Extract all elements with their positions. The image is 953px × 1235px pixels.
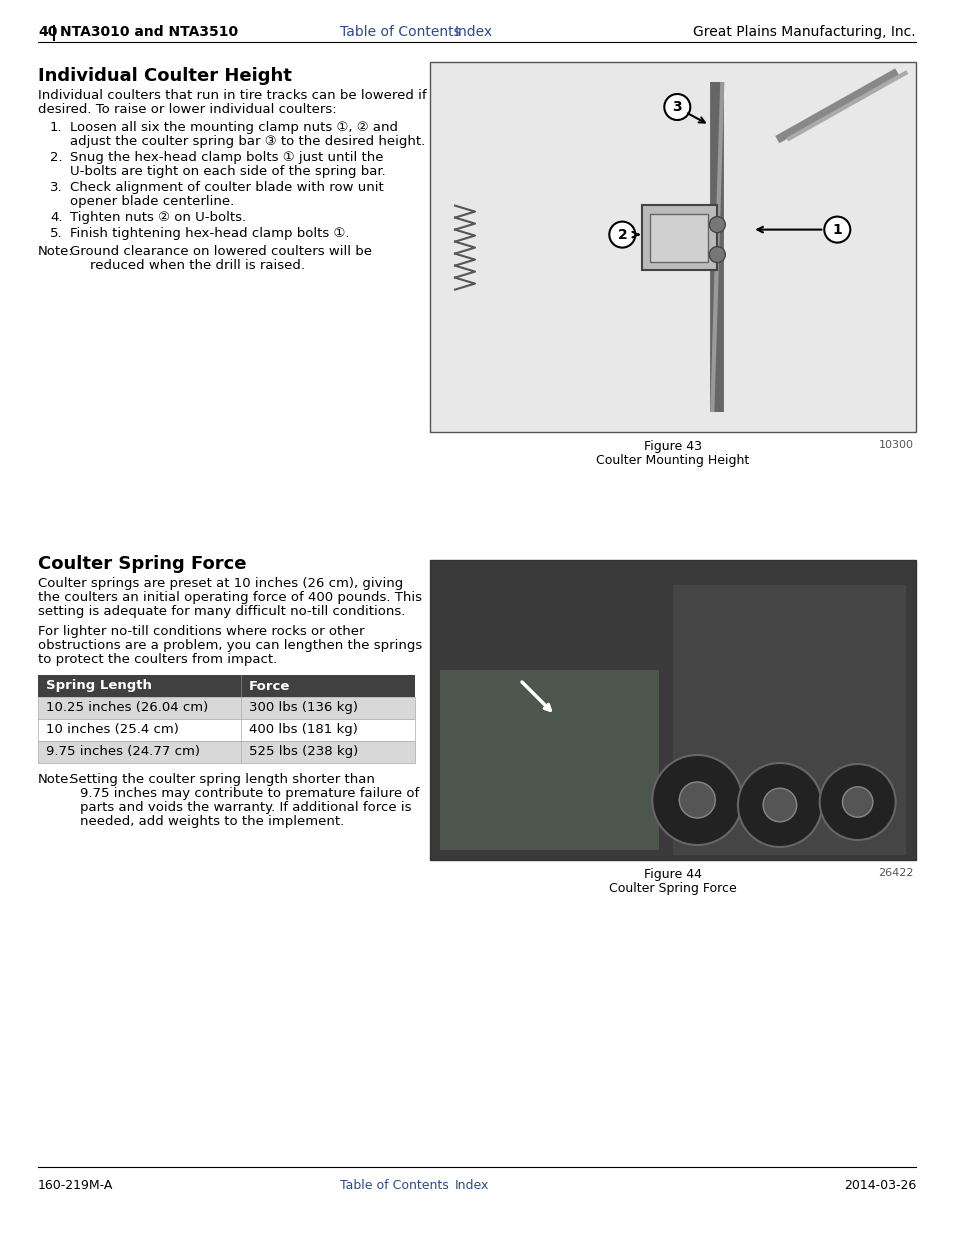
Text: reduced when the drill is raised.: reduced when the drill is raised. bbox=[90, 259, 305, 272]
Text: 10.25 inches (26.04 cm): 10.25 inches (26.04 cm) bbox=[46, 701, 208, 715]
Bar bbox=[650, 214, 707, 262]
Text: Table of Contents: Table of Contents bbox=[339, 1179, 448, 1192]
Text: 10300: 10300 bbox=[878, 440, 913, 450]
Text: adjust the coulter spring bar ③ to the desired height.: adjust the coulter spring bar ③ to the d… bbox=[70, 135, 425, 148]
Bar bbox=[38, 741, 415, 763]
Bar bbox=[38, 676, 415, 697]
Text: Individual coulters that run in tire tracks can be lowered if: Individual coulters that run in tire tra… bbox=[38, 89, 426, 103]
Text: Great Plains Manufacturing, Inc.: Great Plains Manufacturing, Inc. bbox=[693, 25, 915, 40]
Text: Coulter Mounting Height: Coulter Mounting Height bbox=[596, 454, 749, 467]
Bar bbox=[38, 697, 415, 719]
Text: obstructions are a problem, you can lengthen the springs: obstructions are a problem, you can leng… bbox=[38, 638, 422, 652]
Text: 2014-03-26: 2014-03-26 bbox=[842, 1179, 915, 1192]
Text: 4.: 4. bbox=[50, 211, 63, 224]
Text: 5.: 5. bbox=[50, 227, 63, 240]
Circle shape bbox=[652, 755, 741, 845]
Text: Setting the coulter spring length shorter than: Setting the coulter spring length shorte… bbox=[70, 773, 375, 785]
Text: Loosen all six the mounting clamp nuts ①, ② and: Loosen all six the mounting clamp nuts ①… bbox=[70, 121, 397, 135]
Text: Tighten nuts ② on U-bolts.: Tighten nuts ② on U-bolts. bbox=[70, 211, 246, 224]
Text: 2: 2 bbox=[617, 227, 626, 242]
Circle shape bbox=[819, 764, 895, 840]
Text: Coulter Spring Force: Coulter Spring Force bbox=[38, 555, 246, 573]
Bar bbox=[439, 671, 658, 850]
Text: 2.: 2. bbox=[50, 151, 63, 164]
Text: Individual Coulter Height: Individual Coulter Height bbox=[38, 67, 292, 85]
Bar bbox=[430, 559, 915, 860]
Bar bbox=[38, 719, 415, 741]
Text: to protect the coulters from impact.: to protect the coulters from impact. bbox=[38, 653, 277, 666]
Text: 300 lbs (136 kg): 300 lbs (136 kg) bbox=[249, 701, 357, 715]
Text: 525 lbs (238 kg): 525 lbs (238 kg) bbox=[249, 746, 358, 758]
Text: setting is adequate for many difficult no-till conditions.: setting is adequate for many difficult n… bbox=[38, 605, 405, 618]
Text: 9.75 inches may contribute to premature failure of: 9.75 inches may contribute to premature … bbox=[80, 787, 418, 800]
Text: Snug the hex-head clamp bolts ① just until the: Snug the hex-head clamp bolts ① just unt… bbox=[70, 151, 383, 164]
Text: Ground clearance on lowered coulters will be: Ground clearance on lowered coulters wil… bbox=[70, 245, 372, 258]
Text: 400 lbs (181 kg): 400 lbs (181 kg) bbox=[249, 724, 357, 736]
Text: the coulters an initial operating force of 400 pounds. This: the coulters an initial operating force … bbox=[38, 592, 421, 604]
Text: desired. To raise or lower individual coulters:: desired. To raise or lower individual co… bbox=[38, 103, 336, 116]
Circle shape bbox=[609, 221, 635, 247]
Text: 160-219M-A: 160-219M-A bbox=[38, 1179, 113, 1192]
Text: U-bolts are tight on each side of the spring bar.: U-bolts are tight on each side of the sp… bbox=[70, 165, 385, 178]
Text: 1.: 1. bbox=[50, 121, 63, 135]
Text: 1: 1 bbox=[832, 222, 841, 237]
Circle shape bbox=[679, 782, 715, 818]
Text: 9.75 inches (24.77 cm): 9.75 inches (24.77 cm) bbox=[46, 746, 200, 758]
Text: NTA3010 and NTA3510: NTA3010 and NTA3510 bbox=[60, 25, 238, 40]
Text: Spring Length: Spring Length bbox=[46, 679, 152, 693]
Text: Note:: Note: bbox=[38, 245, 73, 258]
Text: 26422: 26422 bbox=[878, 868, 913, 878]
Text: 40: 40 bbox=[38, 25, 57, 40]
Text: needed, add weights to the implement.: needed, add weights to the implement. bbox=[80, 815, 344, 827]
Bar bbox=[430, 62, 915, 432]
Text: For lighter no-till conditions where rocks or other: For lighter no-till conditions where roc… bbox=[38, 625, 364, 638]
Text: 3.: 3. bbox=[50, 182, 63, 194]
Circle shape bbox=[663, 94, 690, 120]
Bar bbox=[641, 205, 717, 269]
Circle shape bbox=[762, 788, 796, 821]
Text: Index: Index bbox=[455, 25, 493, 40]
Bar bbox=[672, 585, 905, 855]
Text: Coulter Spring Force: Coulter Spring Force bbox=[608, 882, 736, 895]
Circle shape bbox=[709, 216, 724, 232]
Circle shape bbox=[738, 763, 821, 847]
Text: 3: 3 bbox=[672, 100, 681, 114]
Text: Note:: Note: bbox=[38, 773, 73, 785]
Text: Figure 44: Figure 44 bbox=[643, 868, 701, 881]
Circle shape bbox=[841, 787, 872, 818]
Text: Index: Index bbox=[455, 1179, 489, 1192]
Text: Force: Force bbox=[249, 679, 290, 693]
Text: Figure 43: Figure 43 bbox=[643, 440, 701, 453]
Text: Coulter springs are preset at 10 inches (26 cm), giving: Coulter springs are preset at 10 inches … bbox=[38, 577, 403, 590]
Text: Table of Contents: Table of Contents bbox=[339, 25, 460, 40]
Text: Check alignment of coulter blade with row unit: Check alignment of coulter blade with ro… bbox=[70, 182, 383, 194]
Circle shape bbox=[709, 247, 724, 263]
Text: parts and voids the warranty. If additional force is: parts and voids the warranty. If additio… bbox=[80, 802, 411, 814]
Text: 10 inches (25.4 cm): 10 inches (25.4 cm) bbox=[46, 724, 179, 736]
Text: Finish tightening hex-head clamp bolts ①.: Finish tightening hex-head clamp bolts ①… bbox=[70, 227, 349, 240]
Circle shape bbox=[823, 216, 849, 242]
Text: opener blade centerline.: opener blade centerline. bbox=[70, 195, 234, 207]
